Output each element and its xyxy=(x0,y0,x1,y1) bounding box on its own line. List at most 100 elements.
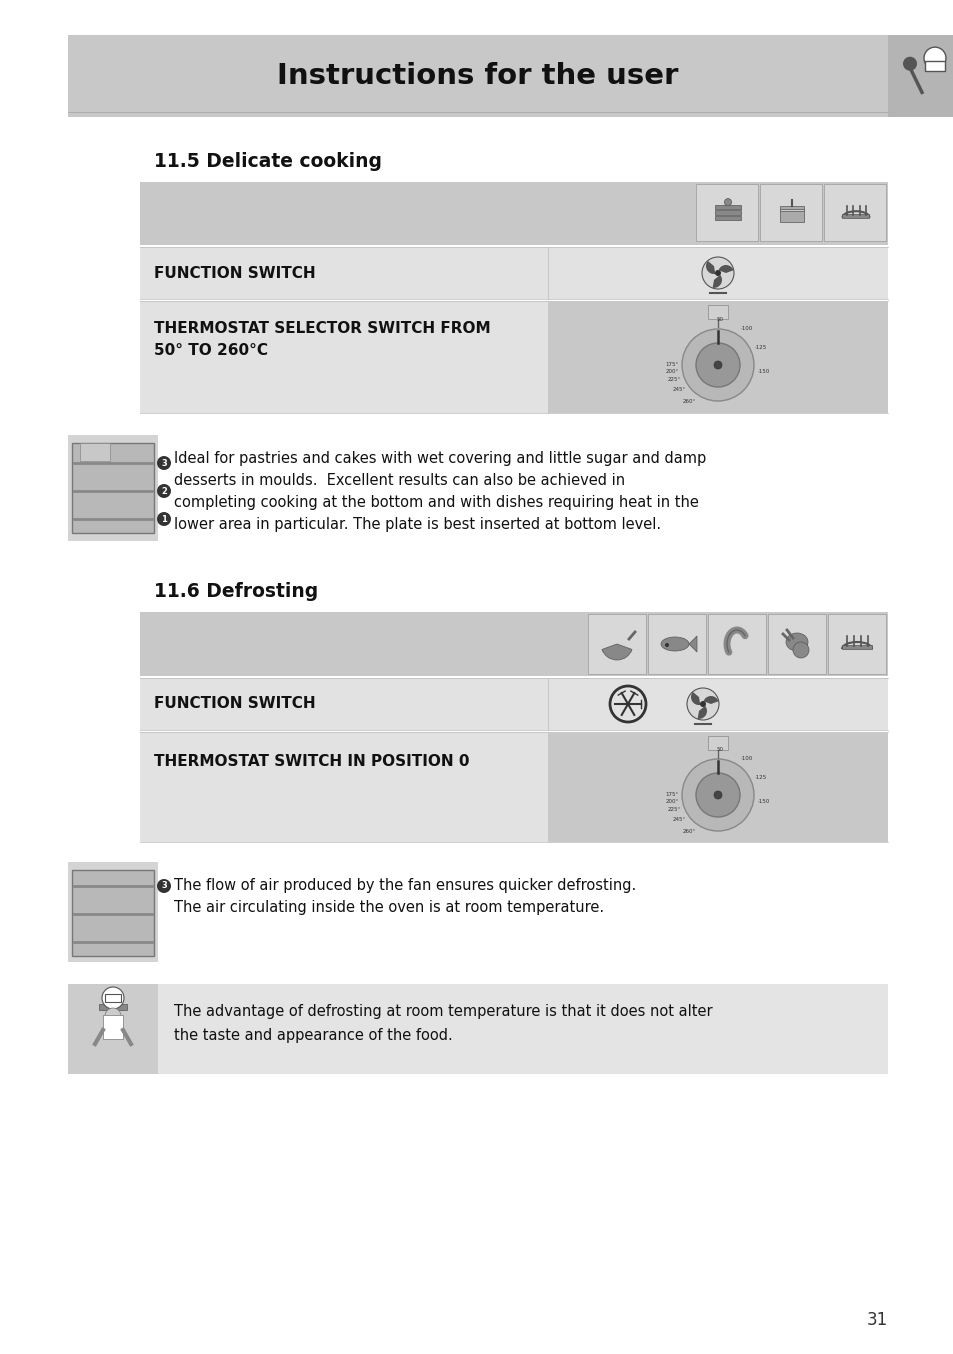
Text: 225°: 225° xyxy=(667,376,680,382)
Bar xyxy=(547,301,887,413)
Bar xyxy=(841,214,868,218)
Text: lower area in particular. The plate is best inserted at bottom level.: lower area in particular. The plate is b… xyxy=(173,517,660,532)
Bar xyxy=(823,184,885,241)
Wedge shape xyxy=(702,696,718,704)
Circle shape xyxy=(102,987,124,1009)
Text: 175°: 175° xyxy=(664,792,678,798)
Bar xyxy=(647,613,705,674)
Text: ·100: ·100 xyxy=(740,326,752,332)
Text: 245°: 245° xyxy=(672,387,685,391)
Text: 1: 1 xyxy=(161,515,167,524)
Text: THERMOSTAT SWITCH IN POSITION 0: THERMOSTAT SWITCH IN POSITION 0 xyxy=(153,754,469,769)
Circle shape xyxy=(681,329,753,401)
Text: FUNCTION SWITCH: FUNCTION SWITCH xyxy=(153,696,315,711)
Wedge shape xyxy=(712,275,721,288)
Circle shape xyxy=(686,688,719,720)
Circle shape xyxy=(713,791,721,799)
Text: 175°: 175° xyxy=(664,363,678,367)
Text: ·150: ·150 xyxy=(757,799,769,804)
Bar xyxy=(80,443,110,460)
Text: 245°: 245° xyxy=(672,816,685,822)
Bar xyxy=(547,733,887,842)
Bar xyxy=(140,246,887,299)
Text: 11.6 Defrosting: 11.6 Defrosting xyxy=(153,582,318,601)
Ellipse shape xyxy=(660,636,688,651)
Bar xyxy=(71,443,153,533)
Circle shape xyxy=(700,701,705,707)
Text: 50: 50 xyxy=(716,746,722,751)
Bar xyxy=(587,613,645,674)
Text: 3: 3 xyxy=(161,459,167,467)
Text: 260°: 260° xyxy=(682,398,696,403)
Text: completing cooking at the bottom and with dishes requiring heat in the: completing cooking at the bottom and wit… xyxy=(173,496,699,510)
Text: 225°: 225° xyxy=(667,807,680,811)
Text: FUNCTION SWITCH: FUNCTION SWITCH xyxy=(153,265,315,280)
Circle shape xyxy=(664,643,668,647)
Bar xyxy=(767,613,825,674)
Text: 2: 2 xyxy=(161,486,167,496)
Text: THERMOSTAT SELECTOR SWITCH FROM: THERMOSTAT SELECTOR SWITCH FROM xyxy=(153,321,490,336)
Text: The advantage of defrosting at room temperature is that it does not alter: The advantage of defrosting at room temp… xyxy=(173,1005,712,1020)
Bar xyxy=(780,209,802,211)
Bar xyxy=(68,984,158,1074)
Circle shape xyxy=(701,257,733,288)
Bar xyxy=(68,435,158,542)
Circle shape xyxy=(902,57,916,70)
Wedge shape xyxy=(718,265,733,274)
Bar xyxy=(827,613,885,674)
Bar xyxy=(140,612,887,676)
Circle shape xyxy=(157,879,171,894)
Text: The flow of air produced by the fan ensures quicker defrosting.: The flow of air produced by the fan ensu… xyxy=(173,877,636,894)
Text: 200°: 200° xyxy=(665,799,679,804)
Bar xyxy=(715,204,740,210)
Bar xyxy=(103,1016,123,1039)
Bar xyxy=(99,1005,127,1010)
Bar xyxy=(841,645,871,649)
Bar xyxy=(68,984,887,1074)
Text: ·100: ·100 xyxy=(740,757,752,761)
Text: 3: 3 xyxy=(161,881,167,891)
Wedge shape xyxy=(690,692,700,705)
Text: 11.5 Delicate cooking: 11.5 Delicate cooking xyxy=(153,152,381,171)
Wedge shape xyxy=(601,645,632,659)
Polygon shape xyxy=(688,636,697,653)
Text: Instructions for the user: Instructions for the user xyxy=(277,62,678,89)
Bar xyxy=(715,215,740,221)
Bar xyxy=(140,181,887,245)
Bar xyxy=(140,301,887,413)
Bar xyxy=(140,678,887,730)
Text: Ideal for pastries and cakes with wet covering and little sugar and damp: Ideal for pastries and cakes with wet co… xyxy=(173,451,705,466)
Text: ·150: ·150 xyxy=(757,368,769,374)
Circle shape xyxy=(696,343,740,387)
Circle shape xyxy=(714,269,720,276)
Circle shape xyxy=(792,642,808,658)
Bar xyxy=(71,871,153,956)
Circle shape xyxy=(681,760,753,831)
Circle shape xyxy=(157,512,171,525)
Text: 200°: 200° xyxy=(665,368,679,374)
Circle shape xyxy=(723,199,731,206)
Circle shape xyxy=(157,456,171,470)
Bar xyxy=(760,184,821,241)
Bar xyxy=(140,733,887,842)
Text: 50° TO 260°C: 50° TO 260°C xyxy=(153,343,268,357)
Text: 31: 31 xyxy=(866,1311,887,1330)
Bar xyxy=(68,35,887,116)
Text: 50: 50 xyxy=(716,317,722,321)
Bar xyxy=(924,61,944,72)
Bar xyxy=(715,210,740,215)
Text: ·125: ·125 xyxy=(754,345,766,351)
Text: The air circulating inside the oven is at room temperature.: The air circulating inside the oven is a… xyxy=(173,900,603,915)
Bar xyxy=(707,737,727,750)
Circle shape xyxy=(157,483,171,498)
Bar xyxy=(707,305,727,320)
Bar xyxy=(696,184,758,241)
Text: 260°: 260° xyxy=(682,829,696,834)
Wedge shape xyxy=(697,705,706,719)
Bar xyxy=(780,206,802,222)
Text: the taste and appearance of the food.: the taste and appearance of the food. xyxy=(173,1028,453,1043)
Wedge shape xyxy=(705,261,715,274)
Ellipse shape xyxy=(785,634,807,651)
Circle shape xyxy=(696,773,740,816)
Circle shape xyxy=(105,1007,121,1024)
